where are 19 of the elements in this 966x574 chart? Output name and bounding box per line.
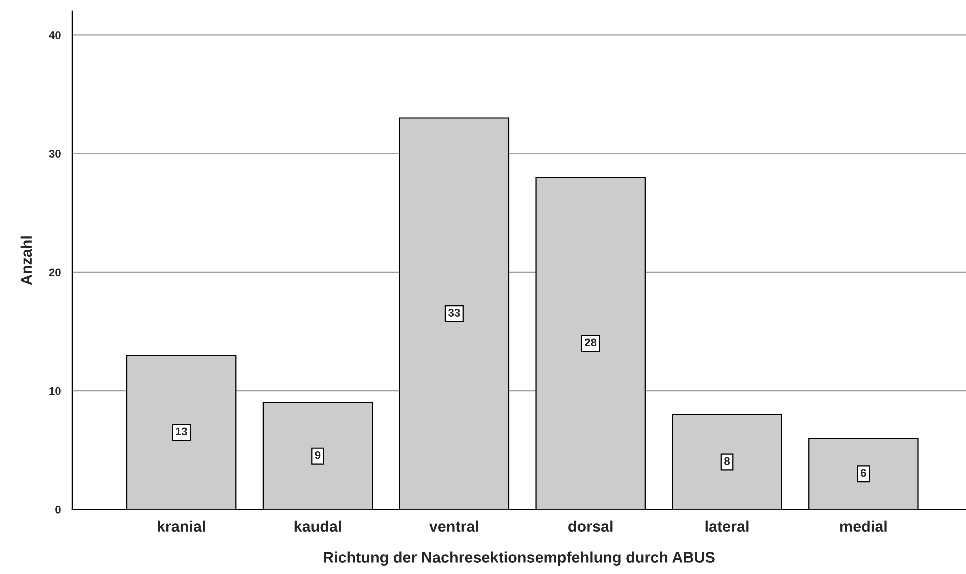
data-label: 28 [585,338,597,347]
x-tick-label: medial [840,520,887,532]
x-tick-label: kaudal [294,520,342,532]
y-axis-title: Anzahl [20,236,32,286]
x-axis-title: Richtung der Nachresektionsempfehlung durch ABUS [324,552,715,566]
x-tick-label: lateral [706,520,749,532]
data-label: 33 [448,309,460,317]
data-label: 8 [724,457,730,466]
x-tick-label: ventral [429,520,478,532]
data-label: 9 [315,451,321,460]
y-tick-label: 30 [49,150,61,158]
y-tick-label: 0 [56,506,61,514]
data-label: 6 [861,469,866,478]
y-tick-label: 20 [49,268,61,277]
y-tick-label: 10 [50,387,61,396]
y-tick-label: 40 [49,31,61,40]
x-tick-label: dorsal [568,520,613,532]
x-tick-label: kranial [158,520,206,532]
data-label: 13 [176,428,188,436]
